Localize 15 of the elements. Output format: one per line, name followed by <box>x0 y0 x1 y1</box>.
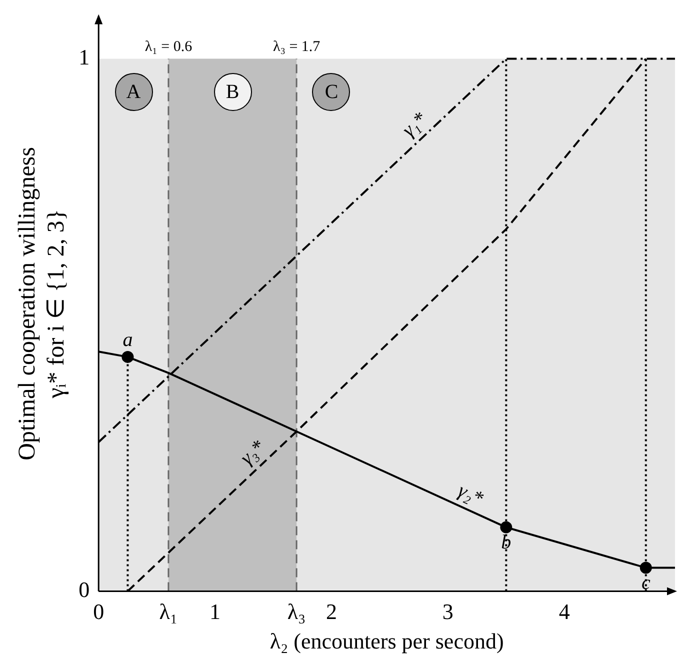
x-tick-label: 4 <box>558 599 570 624</box>
x-tick-label: 1 <box>210 599 221 624</box>
ref-line-label: λ₁ = 0.6 <box>144 39 193 56</box>
x-tick-label: λ₁ <box>159 599 178 624</box>
x-tick-label: 2 <box>326 599 337 624</box>
ref-line-label: λ₃ = 1.7 <box>272 39 321 56</box>
data-label: b <box>501 532 512 554</box>
text: γ₂* <box>454 480 486 510</box>
y-axis-title: Optimal cooperation willingness γᵢ* for i ∈ {1, 2, 3} <box>14 147 70 460</box>
x-tick-label: λ₃ <box>287 599 306 624</box>
text: γ₃* <box>236 436 270 470</box>
x-axis-title: λ₂ (encounters per second) <box>270 628 504 654</box>
text: γ₁* <box>398 108 432 142</box>
data-label: a <box>122 329 133 352</box>
x-tick-label: 3 <box>442 599 454 624</box>
